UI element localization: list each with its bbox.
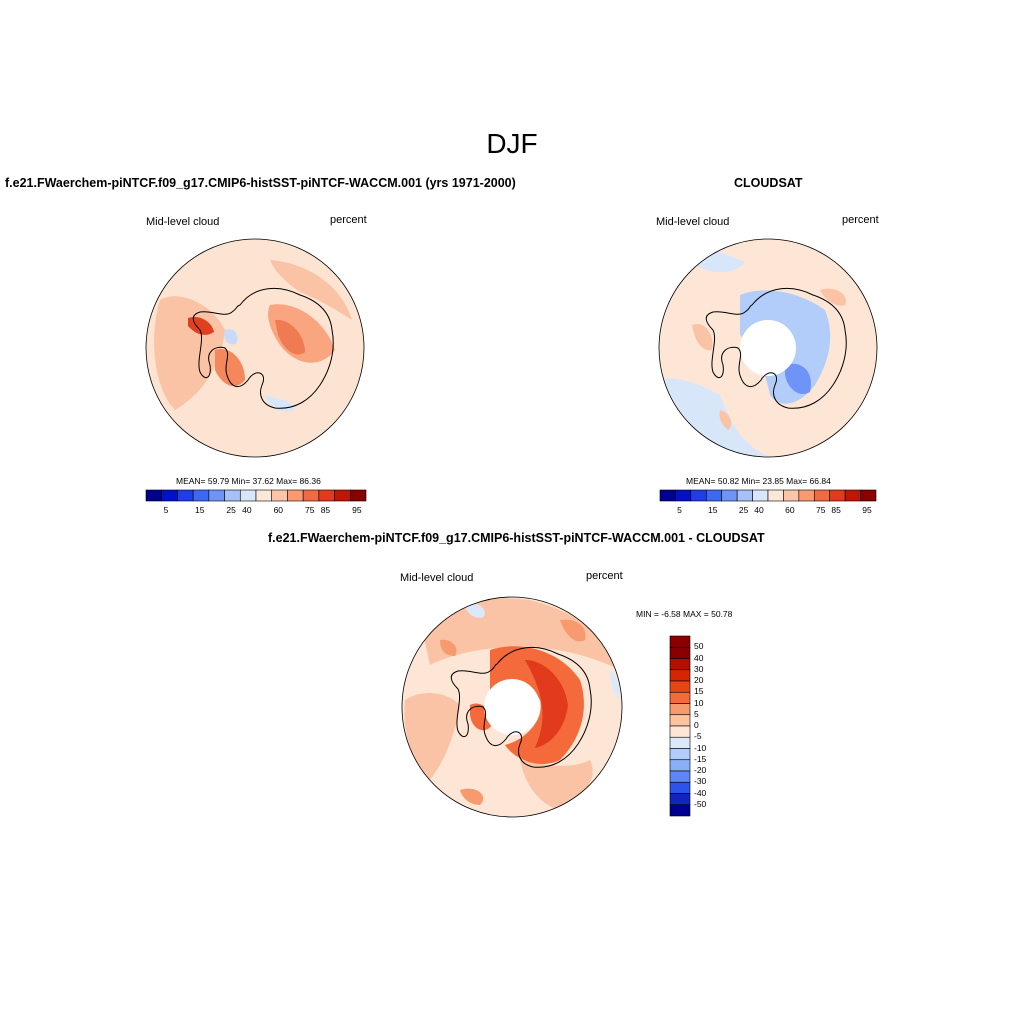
panel1-title: f.e21.FWaerchem-piNTCF.f09_g17.CMIP6-his… [5, 176, 516, 190]
colorbar-tick-label: 20 [694, 675, 704, 685]
colorbar-tick-label: 5 [677, 505, 682, 515]
panel1-stats: MEAN= 59.79 Min= 37.62 Max= 86.36 [176, 476, 321, 486]
colorbar-swatch [669, 748, 691, 761]
colorbar-swatch [669, 669, 691, 682]
panel3-units-label: percent [586, 570, 623, 582]
colorbar-tick-label: 40 [242, 505, 252, 515]
colorbar-tick-label: 50 [694, 641, 704, 652]
colorbar-tick-label: 60 [785, 505, 795, 515]
panel1-variable-label: Mid-level cloud [146, 216, 220, 228]
colorbar-swatch [669, 635, 691, 648]
colorbar-swatch [860, 489, 877, 502]
colorbar-tick-label: 40 [694, 652, 704, 663]
colorbar-swatch [669, 703, 691, 716]
panel2-stats: MEAN= 50.82 Min= 23.85 Max= 66.84 [686, 476, 831, 486]
panel1-colorbar [145, 489, 367, 502]
colorbar-tick-label: 75 [816, 505, 826, 515]
colorbar-tick-label: 95 [862, 505, 872, 515]
colorbar-swatch [669, 804, 691, 817]
colorbar-tick-label: -20 [694, 765, 707, 775]
colorbar-swatch [669, 793, 691, 806]
colorbar-tick-label: 85 [831, 505, 841, 515]
colorbar-swatch [669, 736, 691, 749]
colorbar-tick-label: 60 [273, 505, 284, 515]
colorbar-tick-label: -5 [694, 731, 702, 742]
colorbar-tick-label: 85 [320, 505, 331, 515]
colorbar-tick-label: 5 [163, 505, 169, 515]
colorbar-swatch [669, 691, 691, 704]
colorbar-tick-label: 95 [352, 505, 362, 515]
colorbar-swatch [669, 680, 691, 693]
colorbar-swatch [669, 725, 691, 738]
colorbar-tick-label: -50 [694, 798, 707, 809]
colorbar-tick-label: 15 [708, 505, 718, 515]
colorbar-tick-label: -30 [694, 776, 707, 787]
colorbar-swatch [669, 658, 691, 671]
colorbar-tick-label: -15 [694, 753, 707, 764]
colorbar-tick-label: 15 [195, 505, 205, 515]
colorbar-tick-label: 40 [754, 505, 764, 515]
panel2-units-label: percent [842, 214, 879, 226]
colorbar-swatch [669, 781, 691, 794]
colorbar-tick-label: -40 [694, 787, 707, 798]
colorbar-tick-label: 25 [226, 505, 236, 515]
panel3-stats: MIN = -6.58 MAX = 50.78 [636, 609, 733, 619]
colorbar-tick-label: 75 [305, 505, 315, 515]
panel2-title: CLOUDSAT [734, 176, 803, 190]
panel3-variable-label: Mid-level cloud [400, 572, 474, 584]
colorbar-tick-label: 10 [694, 697, 704, 708]
panel3-colorbar [669, 635, 691, 817]
panel3-title: f.e21.FWaerchem-piNTCF.f09_g17.CMIP6-his… [268, 531, 765, 545]
colorbar-swatch [669, 770, 691, 783]
colorbar-tick-label: -10 [694, 742, 707, 753]
page-title: DJF [486, 128, 538, 159]
colorbar-tick-label: 15 [694, 686, 704, 697]
colorbar-tick-label: 25 [738, 505, 749, 515]
colorbar-tick-label: 30 [694, 663, 704, 674]
colorbar-swatch [669, 759, 691, 772]
colorbar-tick-label: 5 [694, 708, 699, 719]
colorbar-tick-label: 0 [694, 720, 699, 730]
colorbar-swatch [669, 714, 691, 727]
panel2-colorbar [659, 489, 877, 502]
panel2-variable-label: Mid-level cloud [656, 216, 730, 228]
colorbar-swatch [349, 489, 367, 502]
colorbar-swatch [669, 646, 691, 659]
panel1-units-label: percent [330, 214, 367, 226]
